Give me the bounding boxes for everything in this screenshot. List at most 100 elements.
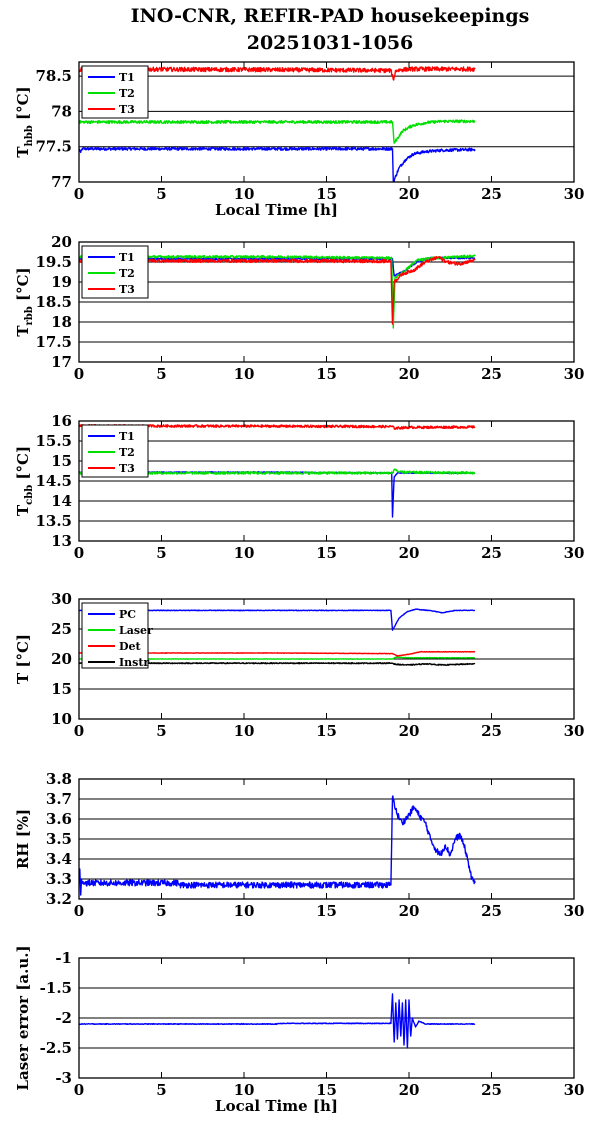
x-tick-label: 15 [316, 185, 337, 203]
y-tick-label: 3.2 [46, 890, 72, 908]
x-axis-label: Local Time [h] [215, 201, 338, 219]
y-tick-label: 3.5 [46, 830, 72, 848]
legend-label-t3: T3 [119, 103, 135, 116]
y-tick-label: 78.5 [35, 67, 72, 85]
y-tick-label: 14 [51, 492, 72, 510]
y-tick-label: 17.5 [35, 333, 72, 351]
legend-label-t1: T1 [119, 430, 135, 443]
legend-label-t2: T2 [119, 267, 135, 280]
figure-title-line2: 20251031-1056 [247, 32, 414, 54]
y-tick-label: 3.8 [46, 770, 72, 788]
x-tick-label: 30 [564, 544, 585, 562]
x-tick-label: 25 [481, 544, 502, 562]
x-tick-label: 30 [564, 1081, 585, 1099]
y-tick-label: -3 [55, 1069, 72, 1087]
y-tick-label: 14.5 [35, 472, 72, 490]
x-tick-label: 15 [316, 365, 337, 383]
y-axis-label: Trbb [°C] [14, 267, 35, 336]
y-tick-label: 17 [51, 353, 72, 371]
x-tick-label: 5 [156, 185, 166, 203]
y-tick-label: 13.5 [35, 512, 72, 530]
y-tick-label: 15 [51, 452, 72, 470]
x-tick-label: 20 [399, 722, 420, 740]
x-tick-label: 15 [316, 1081, 337, 1099]
y-tick-label: 77.5 [35, 138, 72, 156]
chart-panels: 0 5 10 15 20 25 30 77 77.5 78 78.5 Local Time [h] Th… [14, 61, 585, 1115]
x-tick-label: 15 [316, 902, 337, 920]
legend-label-laser: Laser [119, 624, 153, 637]
legend: T1 T2 T3 [81, 424, 149, 478]
x-tick-label: 10 [234, 365, 255, 383]
x-tick-label: 25 [481, 902, 502, 920]
x-tick-label: 30 [564, 722, 585, 740]
legend-label-instr: Instr [119, 656, 149, 669]
legend-label-t3: T3 [119, 462, 135, 475]
series-line-t1 [79, 471, 476, 518]
y-tick-label: 10 [51, 710, 72, 728]
x-tick-label: 30 [564, 902, 585, 920]
x-tick-label: 5 [156, 544, 166, 562]
y-tick-label: 30 [51, 590, 72, 608]
x-tick-label: 20 [399, 1081, 420, 1099]
series-line-t2 [79, 119, 476, 144]
y-tick-label: -1.5 [40, 979, 72, 997]
x-tick-label: 25 [481, 1081, 502, 1099]
legend-label-det: Det [119, 640, 142, 653]
y-axis-label: T [°C] [14, 634, 32, 684]
y-tick-label: 78 [51, 102, 72, 120]
x-tick-label: 25 [481, 722, 502, 740]
y-tick-label: 25 [51, 620, 72, 638]
series-line-trace-1 [79, 993, 476, 1049]
x-tick-label: 30 [564, 365, 585, 383]
x-tick-label: 10 [234, 185, 255, 203]
y-axis-label: RH [%] [14, 809, 32, 869]
series-line-trace-1 [79, 795, 476, 896]
chart-panel-3: 0 5 10 15 20 25 30 13 13.5 14 14.5 15 15.5 16 Tcbb [°C… [14, 412, 584, 562]
chart-panel-6: 0 5 10 15 20 25 30 -3 -2.5 -2 -1.5 -1 Local Time [h]… [14, 945, 584, 1115]
legend-label-t1: T1 [119, 71, 135, 84]
figure-title-line1: INO-CNR, REFIR-PAD housekeepings [131, 5, 530, 27]
x-tick-label: 15 [316, 722, 337, 740]
y-tick-label: -1 [55, 949, 72, 967]
x-tick-label: 15 [316, 544, 337, 562]
chart-panel-2: 0 5 10 15 20 25 30 17 17.5 18 18.5 19 19.5 20 Trbb [°C… [14, 233, 584, 383]
y-tick-label: 18.5 [35, 293, 72, 311]
x-tick-label: 20 [399, 902, 420, 920]
y-tick-label: 3.4 [46, 850, 72, 868]
chart-panel-5: 0 5 10 15 20 25 30 3.2 3.3 3.4 3.5 3.6 3.7 3.8 RH [%] [14, 770, 584, 920]
series-line-t1 [79, 146, 476, 182]
x-tick-label: 0 [74, 902, 84, 920]
y-tick-label: 3.6 [46, 810, 72, 828]
y-tick-label: 3.7 [46, 790, 72, 808]
y-tick-label: 77 [51, 173, 72, 191]
x-tick-label: 10 [234, 722, 255, 740]
x-axis-label: Local Time [h] [215, 1097, 338, 1115]
x-tick-label: 10 [234, 544, 255, 562]
x-tick-label: 25 [481, 185, 502, 203]
legend-label-t1: T1 [119, 251, 135, 264]
y-tick-label: 20 [51, 233, 72, 251]
y-axis-label: Tcbb [°C] [14, 446, 35, 516]
x-tick-label: 5 [156, 365, 166, 383]
y-tick-label: -2.5 [40, 1039, 72, 1057]
legend-label-pc: PC [119, 608, 136, 621]
legend: T1 T2 T3 [81, 65, 149, 119]
x-tick-label: 5 [156, 722, 166, 740]
x-tick-label: 0 [74, 722, 84, 740]
y-tick-label: 15 [51, 680, 72, 698]
x-tick-label: 20 [399, 544, 420, 562]
x-tick-label: 10 [234, 902, 255, 920]
y-tick-label: 15.5 [35, 432, 72, 450]
legend: PC Laser Det Instr [81, 602, 153, 669]
y-tick-label: 3.3 [46, 870, 72, 888]
y-tick-label: 19 [51, 273, 72, 291]
x-tick-label: 20 [399, 365, 420, 383]
x-tick-label: 30 [564, 185, 585, 203]
x-tick-label: 0 [74, 365, 84, 383]
y-tick-label: 20 [51, 650, 72, 668]
x-tick-label: 0 [74, 544, 84, 562]
x-tick-label: 5 [156, 1081, 166, 1099]
y-axis-label: Laser error [a.u.] [14, 945, 32, 1090]
y-tick-label: -2 [55, 1009, 72, 1027]
